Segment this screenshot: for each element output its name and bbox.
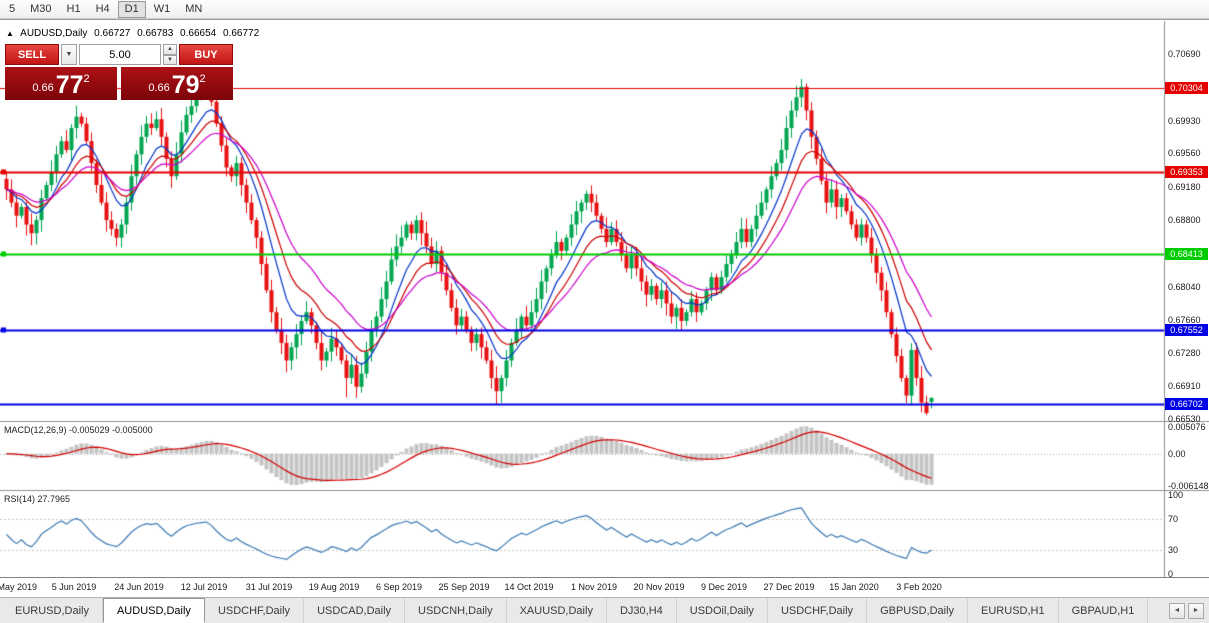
timeframe-W1[interactable]: W1	[153, 2, 171, 15]
volume-dropdown-icon[interactable]: ▼	[61, 44, 77, 65]
macd-axis-label: 0.00	[1168, 448, 1186, 459]
price-axis[interactable]: 0.70690 0.69930 0.69560 0.69180 0.68800 0.680…	[1164, 21, 1209, 579]
date-label: 6 Sep 2019	[375, 582, 423, 592]
volume-up-icon[interactable]: ▲	[163, 44, 177, 55]
tab-AUDUSD-Daily[interactable]: AUDUSD,Daily	[102, 598, 205, 623]
tab-USDCNH-Daily[interactable]: USDCNH,Daily	[405, 598, 507, 623]
price-tag: 0.68413	[1165, 248, 1208, 261]
date-label: 9 Dec 2019	[700, 582, 748, 592]
ohlc-open: 0.66727	[94, 28, 131, 39]
timeframe-5[interactable]: 5	[9, 2, 16, 15]
macd-label: MACD(12,26,9) -0.005029 -0.005000	[4, 425, 153, 435]
one-click-trading-panel: SELL ▼ ▲ ▼ BUY 0.66 77 2 0.66 79 2	[5, 44, 233, 100]
price-tick: 0.70690	[1168, 49, 1201, 60]
tab-XAUUSD-Daily[interactable]: XAUUSD,Daily	[507, 598, 607, 623]
tab-scroll-buttons: ◄ ►	[1164, 598, 1209, 623]
sell-price-small: 0.66	[32, 82, 54, 94]
chart-title: ▲ AUDUSD,Daily 0.66727 0.66783 0.66654 0…	[6, 28, 263, 39]
sell-price-pip: 2	[83, 73, 90, 85]
tab-DJ30-H4[interactable]: DJ30,H4	[607, 598, 677, 623]
date-label: 15 Jan 2020	[829, 582, 879, 592]
price-tick: 0.69180	[1168, 181, 1201, 192]
date-label: 17 May 2019	[0, 582, 38, 592]
macd-axis-label: 0.005076	[1168, 422, 1206, 432]
price-tag: 0.66702	[1165, 398, 1208, 411]
tab-USDCHF-Daily[interactable]: USDCHF,Daily	[205, 598, 305, 623]
date-label: 20 Nov 2019	[633, 582, 685, 592]
ohlc-low: 0.66654	[180, 28, 217, 39]
tab-EURUSD-H1[interactable]: EURUSD,H1	[968, 598, 1059, 623]
rsi-axis-label: 0	[1168, 569, 1174, 579]
buy-price-pip: 2	[199, 73, 206, 85]
tab-USDCHF-Daily[interactable]: USDCHF,Daily	[768, 598, 868, 623]
timeframe-H1[interactable]: H1	[66, 2, 81, 15]
chart-window: ▲ AUDUSD,Daily 0.66727 0.66783 0.66654 0…	[0, 19, 1209, 597]
buy-price-big: 79	[171, 71, 200, 99]
volume-down-icon[interactable]: ▼	[163, 54, 177, 65]
timeframe-MN[interactable]: MN	[185, 2, 203, 15]
tab-scroll-left-icon[interactable]: ◄	[1169, 602, 1185, 619]
chart-tab-bar: EURUSD,Daily AUDUSD,Daily USDCHF,Daily USDC…	[0, 597, 1209, 623]
tab-EURUSD-Daily[interactable]: EURUSD,Daily	[2, 598, 103, 623]
rsi-axis-label: 100	[1168, 490, 1184, 500]
volume-stepper: ▲ ▼	[163, 44, 177, 65]
price-tick: 0.67660	[1168, 315, 1201, 326]
timeframe-toolbar: 5 M30 H1 H4 D1 W1 MN	[0, 0, 1209, 19]
rsi-label: RSI(14) 27.7965	[4, 494, 71, 504]
date-label: 27 Dec 2019	[763, 582, 815, 592]
price-tick: 0.66910	[1168, 380, 1201, 391]
chart-tabs: EURUSD,Daily AUDUSD,Daily USDCHF,Daily USDC…	[0, 598, 1164, 623]
timeframe-H4[interactable]: H4	[95, 2, 110, 15]
price-tag: 0.69353	[1165, 165, 1208, 178]
date-label: 31 Jul 2019	[245, 582, 293, 592]
buy-price-small: 0.66	[148, 82, 170, 94]
chart-title-symbol: AUDUSD,Daily	[20, 28, 88, 39]
tab-GBPAUD-H1[interactable]: GBPAUD,H1	[1059, 598, 1149, 623]
ohlc-high: 0.66783	[137, 28, 174, 39]
rsi-axis-label: 70	[1168, 513, 1179, 524]
chart-symbol-icon: ▲	[6, 29, 14, 38]
buy-price-box[interactable]: 0.66 79 2	[121, 67, 233, 100]
tab-scroll-right-icon[interactable]: ►	[1188, 602, 1204, 619]
timeframe-D1[interactable]: D1	[117, 0, 146, 18]
buy-button[interactable]: BUY	[179, 44, 233, 65]
rsi-axis-label: 30	[1168, 545, 1179, 556]
date-axis[interactable]: 17 May 2019 5 Jun 2019 24 Jun 2019 12 Jul 2…	[0, 577, 1209, 597]
price-tick: 0.68040	[1168, 281, 1201, 292]
sell-button[interactable]: SELL	[5, 44, 59, 65]
tab-USDCAD-Daily[interactable]: USDCAD,Daily	[304, 598, 406, 623]
price-tick: 0.68800	[1168, 215, 1201, 226]
date-label: 3 Feb 2020	[896, 582, 942, 592]
chart-canvas[interactable]	[0, 21, 1209, 577]
sell-price-box[interactable]: 0.66 77 2	[5, 67, 117, 100]
volume-input[interactable]	[79, 44, 161, 65]
macd-axis-label: -0.006148	[1168, 481, 1209, 491]
price-tag: 0.67552	[1165, 323, 1208, 336]
date-label: 12 Jul 2019	[180, 582, 228, 592]
date-label: 14 Oct 2019	[504, 582, 554, 592]
date-label: 25 Sep 2019	[438, 582, 490, 592]
price-tick: 0.69560	[1168, 148, 1201, 159]
ohlc-close: 0.66772	[222, 28, 260, 39]
date-label: 24 Jun 2019	[114, 582, 164, 592]
price-tick: 0.69930	[1168, 116, 1201, 126]
date-label: 1 Nov 2019	[570, 582, 618, 592]
date-label: 19 Aug 2019	[308, 582, 360, 592]
tab-USDOil-Daily[interactable]: USDOil,Daily	[677, 598, 768, 623]
price-tick: 0.67280	[1168, 348, 1201, 359]
timeframe-M30[interactable]: M30	[30, 2, 52, 15]
tab-GBPUSD-Daily[interactable]: GBPUSD,Daily	[867, 598, 969, 623]
price-tag: 0.70304	[1165, 82, 1208, 95]
date-label: 5 Jun 2019	[51, 582, 97, 592]
sell-price-big: 77	[55, 71, 84, 99]
price-tick: 0.66530	[1168, 414, 1201, 425]
